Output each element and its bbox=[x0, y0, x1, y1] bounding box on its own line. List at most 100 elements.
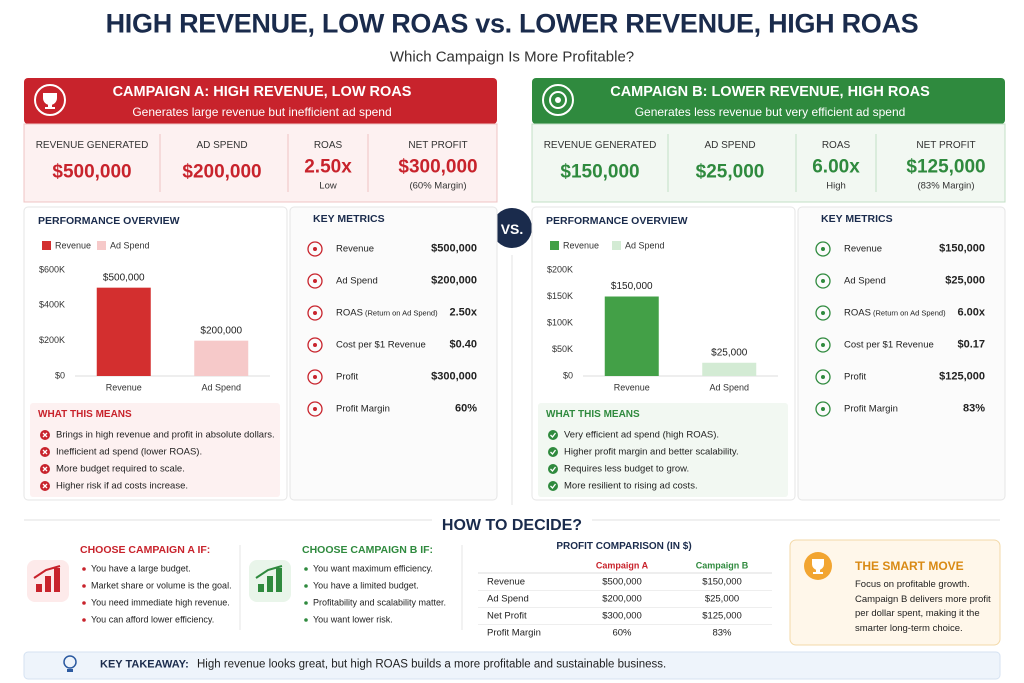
metric-icon bbox=[815, 369, 831, 385]
takeaway-bar bbox=[23, 651, 1001, 680]
takeaway-text: High revenue looks great, but high ROAS … bbox=[197, 658, 667, 671]
table-cell: $25,000 bbox=[704, 593, 740, 605]
stats-box bbox=[531, 123, 1006, 203]
choose-icon-bar bbox=[45, 576, 51, 592]
metric-label: Cost per $1 Revenue bbox=[336, 339, 426, 351]
choose-icon-bar bbox=[276, 568, 282, 592]
x-tick-label: Ad Spend bbox=[709, 382, 749, 392]
stat-value: $25,000 bbox=[695, 161, 765, 183]
choose-icon-arrow bbox=[255, 565, 283, 579]
means-item: Requires less budget to grow. bbox=[564, 463, 690, 475]
campaign-header bbox=[532, 78, 1005, 124]
y-tick-label: $200K bbox=[39, 335, 65, 345]
table-cell: $125,000 bbox=[702, 610, 742, 622]
metric-value: $200,000 bbox=[431, 274, 477, 287]
check-icon bbox=[548, 447, 558, 457]
bulb-icon bbox=[63, 655, 77, 669]
means-item: More resilient to rising ad costs. bbox=[564, 480, 698, 492]
metric-icon-dot bbox=[313, 247, 317, 251]
bullet bbox=[304, 601, 308, 605]
metric-icon bbox=[307, 401, 323, 417]
choose-icon-bar bbox=[36, 584, 42, 592]
value-label: $500,000 bbox=[103, 272, 145, 283]
icon-glyph bbox=[550, 449, 557, 455]
choose-icon-bar bbox=[267, 576, 273, 592]
metric-icon bbox=[815, 273, 831, 289]
metrics-panel bbox=[289, 206, 498, 501]
stat-value: $200,000 bbox=[182, 161, 262, 183]
metric-icon bbox=[815, 337, 831, 353]
icon-glyph bbox=[42, 483, 48, 489]
legend-label: Revenue bbox=[563, 240, 599, 250]
metric-note: (Return on Ad Spend) bbox=[870, 308, 946, 318]
campaign-header bbox=[24, 78, 497, 124]
metric-icon-dot bbox=[821, 247, 825, 251]
means-item: More budget required to scale. bbox=[56, 463, 185, 475]
legend-swatch bbox=[97, 241, 106, 250]
bar bbox=[702, 362, 757, 376]
metric-value: $0.40 bbox=[449, 338, 477, 351]
metric-icon bbox=[815, 305, 831, 321]
table-header: Campaign A bbox=[595, 560, 649, 571]
vs-label: VS. bbox=[500, 221, 524, 237]
metric-note: (Return on Ad Spend) bbox=[362, 308, 438, 318]
bulb-base bbox=[67, 669, 73, 672]
table-cell: $150,000 bbox=[702, 576, 742, 588]
section-title: PERFORMANCE OVERVIEW bbox=[546, 214, 688, 227]
trophy-icon bbox=[43, 93, 57, 109]
bullet bbox=[82, 567, 86, 571]
section-title: KEY METRICS bbox=[821, 212, 893, 225]
check-icon bbox=[548, 430, 558, 440]
means-box bbox=[538, 403, 788, 497]
stat-value: $150,000 bbox=[560, 161, 640, 183]
metrics-panel bbox=[797, 206, 1006, 501]
metric-icon-dot bbox=[821, 407, 825, 411]
choose-item: Market share or volume is the goal. bbox=[91, 580, 232, 591]
metric-label: Profit Margin bbox=[336, 403, 390, 415]
choose-item: You want lower risk. bbox=[313, 614, 393, 625]
stat-note: Low bbox=[319, 180, 337, 192]
page-subtitle: Which Campaign Is More Profitable? bbox=[389, 48, 635, 66]
means-item: Higher risk if ad costs increase. bbox=[56, 480, 188, 492]
metric-value: $0.17 bbox=[957, 338, 985, 351]
y-tick-label: $150K bbox=[547, 291, 573, 301]
stat-note: (60% Margin) bbox=[409, 180, 467, 192]
metric-icon-dot bbox=[821, 311, 825, 315]
metric-label: Revenue bbox=[844, 243, 883, 255]
metric-label: Profit bbox=[844, 371, 867, 383]
stat-label: REVENUE GENERATED bbox=[543, 140, 657, 151]
campaign-title: CAMPAIGN B: LOWER REVENUE, HIGH ROAS bbox=[610, 83, 930, 100]
metric-icon-dot bbox=[313, 343, 317, 347]
stat-note: High bbox=[826, 180, 846, 192]
section-title: WHAT THIS MEANS bbox=[38, 409, 132, 420]
y-tick-label: $0 bbox=[55, 370, 65, 380]
means-item: Inefficient ad spend (lower ROAS). bbox=[56, 446, 203, 458]
table-row-label: Ad Spend bbox=[487, 593, 529, 605]
target-icon bbox=[549, 91, 567, 109]
value-label: $200,000 bbox=[200, 325, 242, 336]
campaign-icon bbox=[34, 84, 66, 116]
means-item: Brings in high revenue and profit in abs… bbox=[56, 429, 275, 441]
metric-icon-dot bbox=[313, 311, 317, 315]
legend-swatch bbox=[612, 241, 621, 250]
table-title: PROFIT COMPARISON (IN $) bbox=[556, 541, 692, 552]
metric-icon-dot bbox=[313, 375, 317, 379]
icon-glyph bbox=[42, 449, 48, 455]
stat-value: 6.00x bbox=[812, 156, 860, 178]
choose-item: You want maximum efficiency. bbox=[313, 563, 433, 574]
smart-move-text: Focus on profitable growth. Campaign B d… bbox=[855, 579, 991, 634]
means-box bbox=[30, 403, 280, 497]
x-tick-label: Ad Spend bbox=[201, 382, 241, 392]
icon-glyph bbox=[550, 466, 557, 472]
table-header: Campaign B bbox=[695, 560, 749, 571]
vs-badge bbox=[492, 208, 532, 248]
y-tick-label: $200K bbox=[547, 264, 573, 274]
bullet bbox=[82, 601, 86, 605]
metric-icon bbox=[307, 337, 323, 353]
metric-label: Ad Spend bbox=[336, 275, 378, 287]
metric-icon bbox=[815, 241, 831, 257]
bar bbox=[604, 296, 659, 376]
smart-move-box bbox=[789, 539, 1001, 646]
metric-icon-dot bbox=[821, 343, 825, 347]
